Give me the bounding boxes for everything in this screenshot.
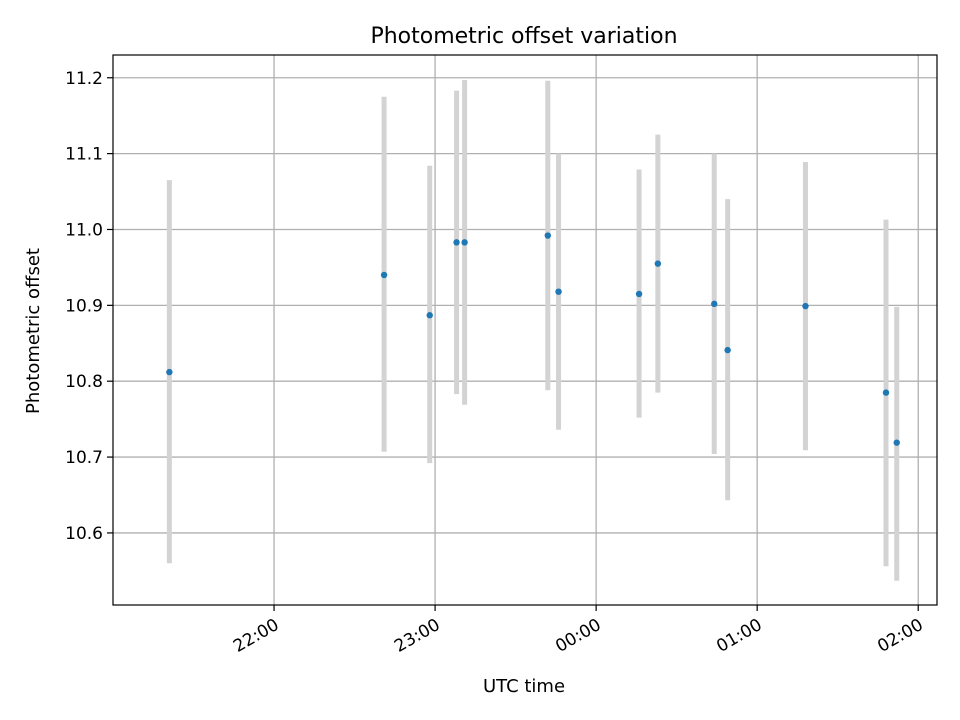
x-tick-label: 01:00 <box>713 615 765 657</box>
y-tick-label: 11.1 <box>65 145 103 165</box>
y-tick-label: 10.8 <box>65 372 103 392</box>
data-point <box>426 312 433 319</box>
data-point <box>882 389 890 396</box>
data-point <box>724 346 731 354</box>
y-tick-label: 10.6 <box>65 524 103 544</box>
data-point <box>555 288 562 295</box>
data-point <box>453 239 460 246</box>
data-point <box>635 290 643 298</box>
y-tick-label: 11.0 <box>65 220 103 240</box>
plot-frame <box>112 54 938 606</box>
y-tick-label: 11.2 <box>65 69 103 89</box>
data-point <box>461 239 468 246</box>
data-point <box>654 260 662 267</box>
x-tick-label: 00:00 <box>552 615 604 657</box>
data-point <box>380 271 388 279</box>
data-point <box>544 232 552 239</box>
data-points <box>166 232 900 446</box>
data-point <box>893 439 900 446</box>
errorbars <box>166 80 900 581</box>
x-ticks: 22:00 23:00 00:00 01:00 02:00 <box>230 605 927 657</box>
chart-title: Photometric offset variation <box>370 24 677 49</box>
x-axis-label: UTC time <box>483 676 565 697</box>
data-point <box>711 300 718 308</box>
y-axis-label: Photometric offset <box>23 248 44 414</box>
x-tick-label: 22:00 <box>230 615 282 657</box>
data-point <box>802 302 809 310</box>
y-tick-label: 10.9 <box>65 296 103 316</box>
y-tick-label: 10.7 <box>65 448 103 468</box>
data-point <box>166 368 173 376</box>
grid <box>113 55 937 605</box>
y-ticks: 10.6 10.7 10.8 10.9 11.0 11.1 11.2 <box>65 69 113 544</box>
x-tick-label: 02:00 <box>874 615 926 657</box>
x-tick-label: 23:00 <box>391 615 443 657</box>
